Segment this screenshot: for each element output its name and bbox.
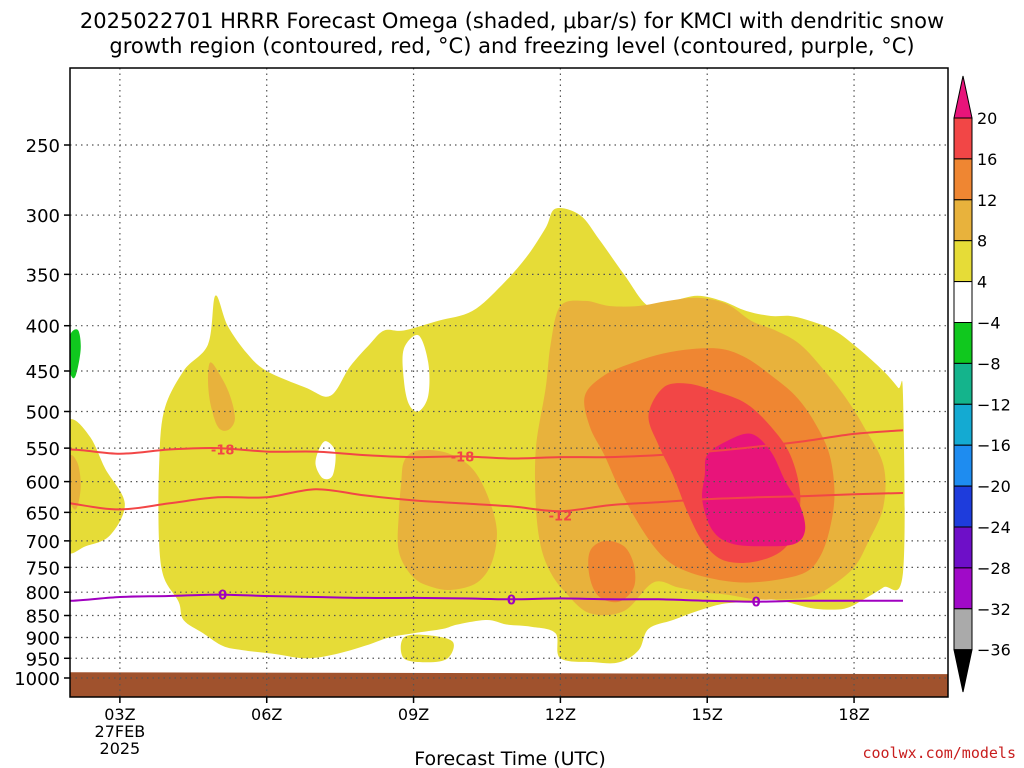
- x-axis-label: Forecast Time (UTC): [414, 748, 605, 768]
- colorbar: 20 16 12 8 4 −4 −8 −12 −16 −20 −24 −28 −32 −36: [953, 75, 1011, 693]
- y-tick-label: 600: [26, 473, 60, 494]
- y-tick-label: 550: [26, 439, 60, 460]
- colorbar-segment: [953, 199, 973, 242]
- colorbar-level-label: −4: [977, 314, 1001, 333]
- colorbar-segment: [953, 362, 973, 405]
- x-tick-date: 27FEB: [95, 722, 146, 741]
- contour-label: -18: [211, 444, 235, 459]
- colorbar-level-label: −28: [977, 559, 1011, 578]
- colorbar-level-label: −12: [977, 395, 1011, 414]
- colorbar-segment: [953, 158, 973, 201]
- y-tick-label: 650: [26, 503, 60, 524]
- contour-label: -12: [549, 509, 573, 524]
- colorbar-top-arrow: [953, 75, 973, 119]
- chart-title-line-1: 2025022701 HRRR Forecast Omega (shaded, …: [79, 9, 945, 33]
- y-tick-label: 250: [26, 136, 60, 157]
- colorbar-level-label: −20: [977, 477, 1011, 496]
- y-tick-label: 900: [26, 628, 60, 649]
- colorbar-segment: [953, 485, 973, 528]
- colorbar-segment: [953, 117, 973, 160]
- contour-label: -18: [451, 450, 475, 465]
- omega-region-11: [402, 334, 430, 412]
- colorbar-level-label: 4: [977, 273, 987, 292]
- y-tick-label: 850: [26, 607, 60, 628]
- colorbar-segment: [953, 444, 973, 487]
- y-tick-label: 800: [26, 583, 60, 604]
- x-tick-label: 09Z: [398, 705, 429, 724]
- colorbar-level-label: −8: [977, 354, 1001, 373]
- colorbar-level-label: 12: [977, 191, 997, 210]
- grid: [70, 68, 948, 697]
- contour-layer: -18 -18 -12 0 0 0: [70, 429, 904, 611]
- y-tick-label: 300: [26, 206, 60, 227]
- y-tick-label: 350: [26, 265, 60, 286]
- omega-region-4: [397, 449, 497, 591]
- colorbar-level-label: −36: [977, 641, 1011, 660]
- colorbar-segment: [953, 322, 973, 364]
- x-tick-label: 15Z: [692, 705, 723, 724]
- contour-line-3: [70, 593, 903, 603]
- colorbar-level-label: 16: [977, 150, 997, 169]
- omega-region-0: [70, 419, 125, 554]
- omega-region-12: [315, 441, 336, 480]
- colorbar-bottom-arrow: [953, 649, 973, 693]
- omega-region-6: [70, 454, 81, 510]
- x-tick-label: 06Z: [251, 705, 282, 724]
- colorbar-level-label: −24: [977, 518, 1011, 537]
- colorbar-segment: [953, 281, 973, 324]
- y-tick-label: 400: [26, 317, 60, 338]
- colorbar-level-label: −16: [977, 436, 1011, 455]
- x-tick-label: 18Z: [838, 705, 869, 724]
- y-tick-label: 450: [26, 362, 60, 383]
- contour-label: 0: [507, 593, 516, 608]
- colorbar-segment: [953, 608, 973, 651]
- x-tick-label: 12Z: [545, 705, 576, 724]
- colorbar-level-label: 8: [977, 232, 987, 251]
- y-tick-label: 750: [26, 558, 60, 579]
- axes: 2503003504004505005506006507007508008509…: [14, 136, 870, 758]
- colorbar-segment: [953, 240, 973, 283]
- x-tick-label: 03Z: [104, 705, 135, 724]
- y-tick-label: 500: [26, 403, 60, 424]
- x-tick-year: 2025: [100, 739, 141, 758]
- y-tick-label: 1000: [14, 669, 60, 690]
- contour-label: 0: [218, 589, 227, 604]
- colorbar-level-label: −32: [977, 600, 1011, 619]
- omega-region-2: [400, 634, 454, 663]
- omega-region-13: [70, 329, 81, 379]
- chart-title-line-2: growth region (contoured, red, °C) and f…: [109, 34, 915, 58]
- y-tick-label: 700: [26, 532, 60, 553]
- plot-area: [70, 207, 948, 697]
- colorbar-segment: [953, 403, 973, 446]
- colorbar-segment: [953, 526, 973, 569]
- contour-line-0: [70, 429, 904, 460]
- contour-label: 0: [752, 596, 761, 611]
- colorbar-segment: [953, 567, 973, 610]
- y-tick-label: 950: [26, 649, 60, 670]
- omega-region-10: [702, 433, 806, 547]
- colorbar-level-label: 20: [977, 109, 997, 128]
- plot-frame: [69, 67, 949, 698]
- credit-text: coolwx.com/models: [862, 744, 1016, 762]
- omega-region-5: [208, 362, 235, 431]
- omega-region-8: [588, 540, 636, 603]
- contour-line-2: [70, 488, 904, 513]
- ground-surface: [70, 672, 948, 697]
